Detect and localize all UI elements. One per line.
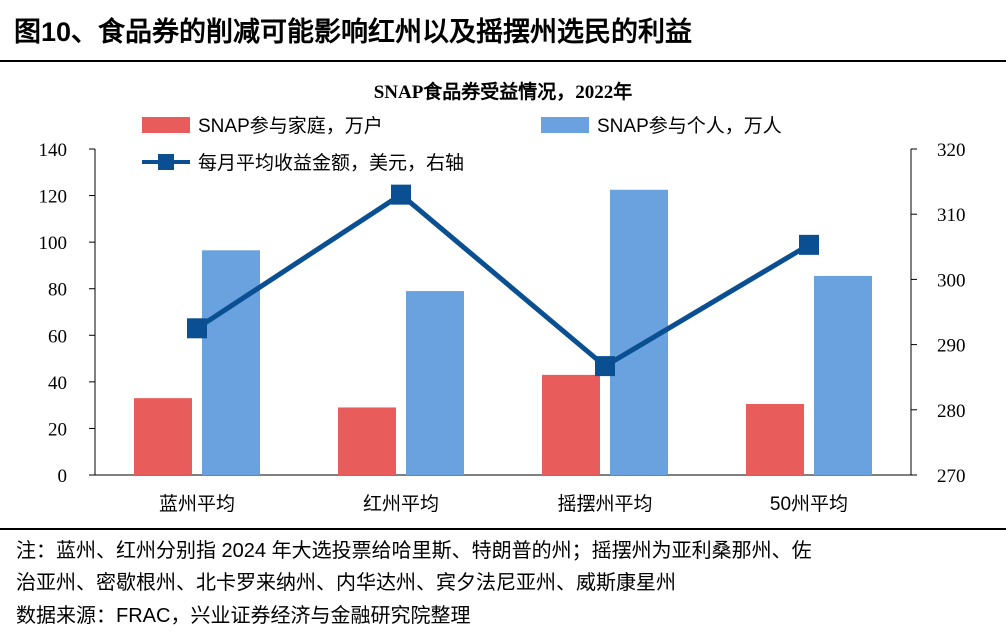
benefit-point: [391, 184, 411, 205]
x-tick-label: 蓝州平均: [159, 493, 235, 515]
footnote-line-1: 注：蓝州、红州分别指 2024 年大选投票给哈里斯、特朗普的州；摇摆州为亚利桑那…: [16, 540, 812, 562]
y-right-tick-label: 310: [937, 205, 966, 226]
y-left-tick-label: 20: [48, 419, 67, 440]
title-divider: [0, 60, 1006, 62]
y-left-tick-label: 120: [39, 187, 68, 208]
source-note: 数据来源：FRAC，兴业证券经济与金融研究院整理: [16, 605, 471, 627]
y-right-tick-label: 320: [937, 140, 966, 161]
y-left-tick-label: 80: [48, 280, 67, 301]
bar-households: [746, 403, 804, 475]
bar-households: [338, 407, 396, 475]
y-left-tick-label: 0: [58, 466, 68, 487]
legend-swatch-households: [142, 117, 190, 133]
legend-marker-benefit: [158, 154, 174, 170]
y-left-tick-label: 40: [48, 373, 67, 394]
x-tick-labels: 蓝州平均 红州平均 摇摆州平均 50州平均: [159, 493, 848, 515]
chart-title: SNAP食品券受益情况，2022年: [374, 80, 633, 103]
benefit-line: [195, 191, 811, 370]
y-left-tick-label: 140: [39, 140, 68, 161]
bar-individuals: [814, 275, 872, 475]
chart-axes: 0 20 40 60 80 100 120 140 270 280 290 300 310 320: [39, 140, 966, 487]
x-tick-label: 50州平均: [770, 493, 848, 515]
benefit-point: [799, 234, 819, 255]
chart-legend: SNAP参与家庭，万户 SNAP参与个人，万人 每月平均收益金额，美元，右轴: [142, 115, 782, 174]
y-left-tick-label: 60: [48, 326, 67, 347]
y-right-tick-label: 300: [937, 270, 966, 291]
snap-chart: SNAP食品券受益情况，2022年 SNAP参与家庭，万户 SNAP参与个人，万…: [39, 80, 966, 515]
footnote-line-2: 治亚州、密歇根州、北卡罗来纳州、内华达州、宾夕法尼亚州、威斯康星州: [16, 572, 676, 594]
bar-households: [542, 374, 600, 475]
benefit-point: [595, 356, 615, 377]
legend-swatch-individuals: [541, 117, 589, 133]
legend-label-households: SNAP参与家庭，万户: [198, 115, 383, 137]
bar-individuals: [406, 291, 464, 475]
legend-label-benefit: 每月平均收益金额，美元，右轴: [198, 152, 464, 174]
y-right-tick-label: 270: [937, 466, 966, 487]
y-right-tick-label: 280: [937, 401, 966, 422]
legend-label-individuals: SNAP参与个人，万人: [597, 115, 782, 137]
bottom-divider: [0, 528, 1006, 530]
bar-households: [134, 398, 192, 475]
x-tick-label: 摇摆州平均: [557, 493, 652, 515]
x-tick-label: 红州平均: [363, 493, 439, 515]
figure-title: 图10、食品券的削减可能影响红州以及摇摆州选民的利益: [14, 17, 693, 47]
bar-individuals: [202, 250, 260, 475]
y-left-tick-label: 100: [39, 233, 68, 254]
chart-bars: [134, 189, 872, 475]
benefit-point: [187, 318, 207, 339]
chart-line-series: [187, 184, 819, 377]
y-right-tick-label: 290: [937, 336, 966, 357]
